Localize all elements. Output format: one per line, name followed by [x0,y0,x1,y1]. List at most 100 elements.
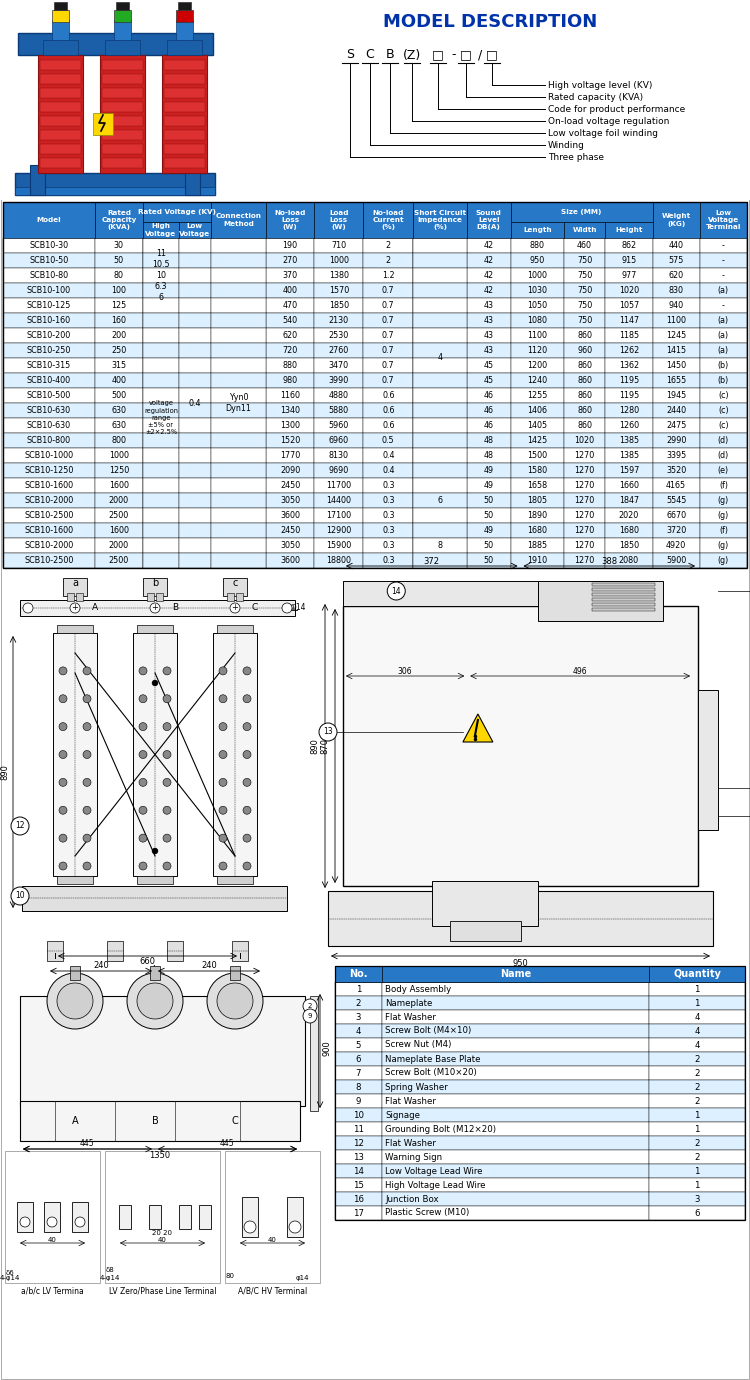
Text: 1362: 1362 [619,362,639,370]
Text: 1120: 1120 [527,346,548,355]
Text: 1890: 1890 [527,511,548,520]
Text: 5960: 5960 [328,421,349,431]
Text: 2130: 2130 [328,316,349,326]
Bar [211,448,266,464]
Text: 49: 49 [484,526,494,535]
Bar [94,313,143,328]
Bar [314,553,363,569]
Text: On-load voltage regulation: On-load voltage regulation [548,116,669,126]
Bar [382,1108,649,1122]
Text: B: B [172,603,178,613]
Circle shape [163,694,171,702]
Text: 160: 160 [112,316,127,326]
Bar [511,283,564,298]
Text: 1030: 1030 [527,286,548,295]
Text: 270: 270 [283,257,298,265]
Bar [105,1151,220,1283]
Bar [335,1192,382,1206]
Bar [3,201,747,569]
Bar [413,253,466,268]
Bar [3,433,94,448]
Bar [652,553,700,569]
Bar [211,538,266,553]
Bar [466,464,511,477]
Text: 1805: 1805 [527,495,548,505]
Bar [178,508,212,523]
Text: 50: 50 [484,511,494,520]
Bar [178,553,212,569]
Polygon shape [463,713,493,742]
Bar [178,298,212,313]
Bar [178,538,212,553]
Bar [413,493,466,508]
Bar [149,1205,161,1230]
Bar [30,166,45,195]
Bar [178,418,212,433]
Bar [382,983,649,996]
Bar [511,268,564,283]
Text: Winding: Winding [548,141,585,149]
Text: 12: 12 [353,1138,364,1148]
Circle shape [243,778,251,787]
Bar [178,388,212,403]
Text: 750: 750 [577,316,592,326]
Text: 4165: 4165 [666,482,686,490]
Bar [266,357,314,373]
Bar [143,237,178,253]
Circle shape [83,667,91,675]
Text: 3600: 3600 [280,511,300,520]
Bar [40,75,81,84]
Text: 43: 43 [484,301,494,310]
Bar [178,477,212,493]
Bar [363,553,413,569]
Text: 43: 43 [484,331,494,339]
Bar [133,633,177,876]
Text: 0.6: 0.6 [382,406,394,415]
Bar [363,523,413,538]
Bar [700,464,747,477]
Text: 40: 40 [268,1236,277,1243]
Circle shape [11,817,29,835]
Bar [178,283,212,298]
Bar [72,1202,88,1232]
Text: 17100: 17100 [326,511,352,520]
Bar [143,373,178,388]
Bar [3,403,94,418]
Text: 4: 4 [694,1041,700,1050]
Text: SCB10-80: SCB10-80 [29,270,68,280]
Bar [413,268,466,283]
Bar [211,388,266,403]
Circle shape [57,983,93,1018]
Bar [178,523,212,538]
Bar [164,157,205,168]
Text: +: + [71,603,79,613]
Bar [3,508,94,523]
Bar [164,130,205,139]
Text: Connection
Method: Connection Method [215,214,262,226]
Bar [178,328,212,344]
Bar [363,328,413,344]
Text: 16: 16 [353,1195,364,1203]
Bar [57,876,93,885]
Bar [94,523,143,538]
Text: 1680: 1680 [619,526,639,535]
Bar [211,493,266,508]
Text: 4: 4 [437,353,442,363]
Bar [143,553,178,569]
Bar [242,1196,258,1236]
Text: 800: 800 [112,436,127,444]
Text: a: a [72,965,78,976]
Bar [592,598,656,602]
Bar [605,508,652,523]
Bar [143,298,178,313]
Bar [199,1205,211,1230]
Bar [266,237,314,253]
Bar [511,313,564,328]
Circle shape [163,723,171,730]
Text: SCB10-315: SCB10-315 [27,362,71,370]
Circle shape [139,862,147,869]
Bar [335,1122,382,1136]
Bar [176,10,193,22]
Circle shape [139,694,147,702]
Bar [94,357,143,373]
